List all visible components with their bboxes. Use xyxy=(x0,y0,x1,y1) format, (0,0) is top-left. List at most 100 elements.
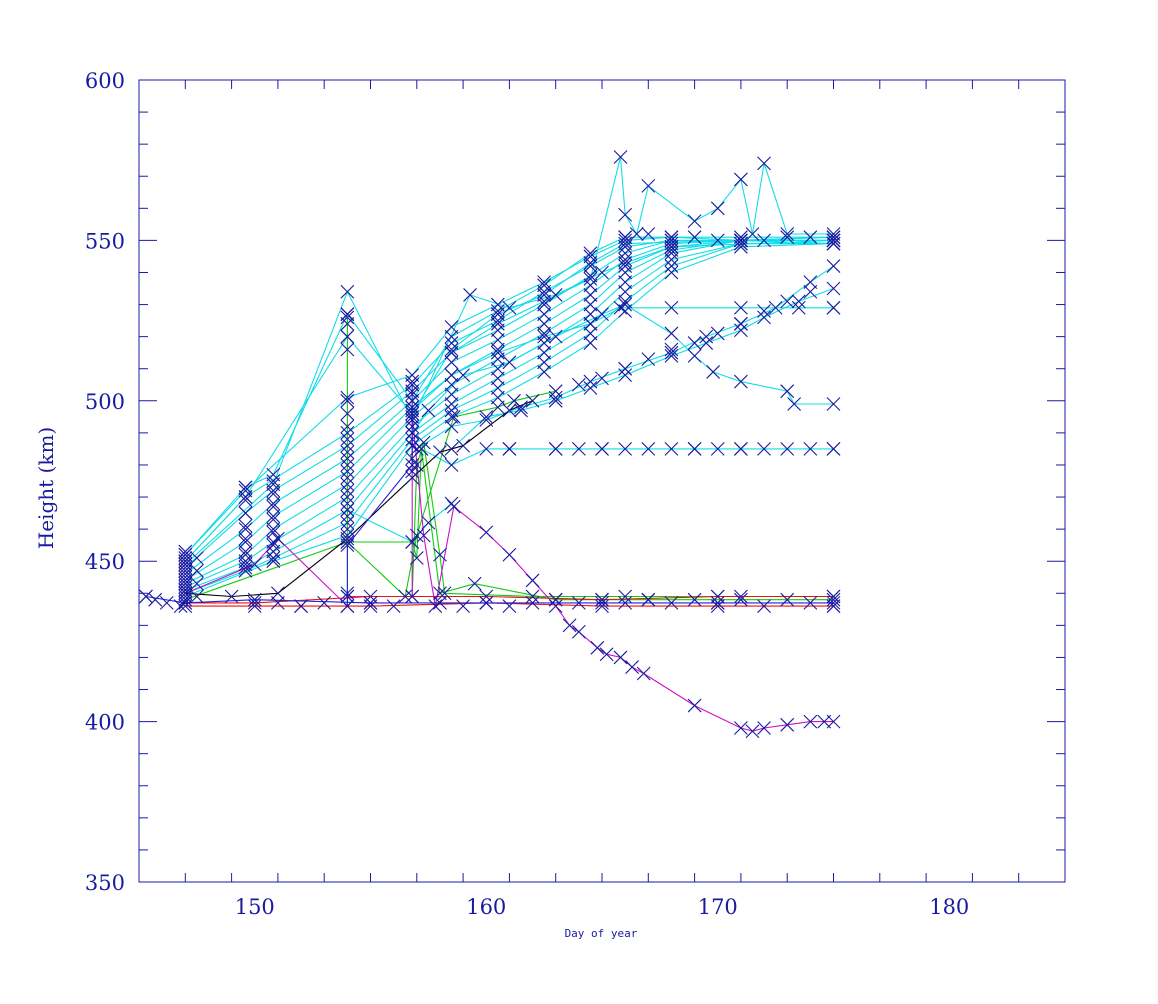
data-point-marker xyxy=(340,496,355,511)
data-point-marker xyxy=(340,419,355,434)
data-point-marker xyxy=(525,596,540,610)
y-tick-label: 350 xyxy=(85,871,125,895)
data-point-marker xyxy=(803,596,818,610)
data-point-marker xyxy=(507,393,521,408)
y-tick-label: 400 xyxy=(85,711,125,735)
data-point-marker xyxy=(178,583,193,597)
data-point-marker xyxy=(490,342,505,357)
data-point-marker xyxy=(734,239,748,254)
data-point-marker xyxy=(490,313,505,328)
data-point-marker xyxy=(178,573,193,588)
data-point-marker xyxy=(178,596,193,610)
data-point-marker xyxy=(340,393,355,408)
data-point-marker xyxy=(583,288,598,302)
series-line-15 xyxy=(411,307,834,411)
data-point-marker xyxy=(502,355,517,370)
data-point-marker xyxy=(618,239,633,254)
data-point-marker xyxy=(699,336,714,350)
data-point-marker xyxy=(687,592,702,607)
data-point-marker xyxy=(826,714,841,729)
data-point-marker xyxy=(618,246,633,261)
data-point-marker xyxy=(159,596,174,610)
data-point-marker xyxy=(548,329,563,344)
data-point-marker xyxy=(266,535,281,549)
data-point-marker xyxy=(178,547,193,562)
data-point-marker xyxy=(734,172,748,187)
data-point-marker xyxy=(178,563,193,578)
data-point-marker xyxy=(803,275,818,289)
data-point-marker xyxy=(768,300,783,315)
data-point-marker xyxy=(826,397,841,411)
data-point-marker xyxy=(629,227,644,241)
data-point-marker xyxy=(618,252,633,267)
data-point-marker xyxy=(618,207,633,222)
series-line-21 xyxy=(185,448,834,601)
data-point-marker xyxy=(238,557,253,572)
data-point-marker xyxy=(247,596,262,610)
data-point-marker xyxy=(595,599,609,614)
data-point-marker xyxy=(734,236,748,251)
series-line-19 xyxy=(416,265,834,450)
data-point-marker xyxy=(571,377,586,392)
data-point-marker xyxy=(363,599,378,614)
data-point-marker xyxy=(340,599,355,614)
data-point-marker xyxy=(595,371,609,386)
y-tick-label: 450 xyxy=(85,550,125,574)
data-point-marker xyxy=(641,178,656,193)
data-point-marker xyxy=(340,316,355,331)
data-point-marker xyxy=(826,230,841,245)
data-point-marker xyxy=(826,227,841,241)
data-point-marker xyxy=(479,596,494,610)
data-point-marker xyxy=(710,442,725,456)
data-point-marker xyxy=(502,403,517,418)
data-point-marker xyxy=(641,592,656,607)
data-point-marker xyxy=(340,284,355,299)
data-point-marker xyxy=(562,618,577,633)
data-point-marker xyxy=(791,300,806,315)
data-point-marker xyxy=(405,368,420,383)
data-point-marker xyxy=(340,458,355,472)
data-point-marker xyxy=(178,570,193,585)
data-point-marker xyxy=(405,393,420,408)
data-point-marker xyxy=(734,374,748,389)
y-axis-label: Height (km) xyxy=(34,427,58,549)
data-point-marker xyxy=(826,281,841,296)
data-point-marker xyxy=(583,278,598,293)
data-point-marker xyxy=(340,589,355,604)
x-tick-label: 160 xyxy=(466,895,506,919)
data-point-marker xyxy=(340,477,355,492)
data-point-marker xyxy=(490,332,505,347)
data-point-marker xyxy=(444,409,459,424)
data-point-marker xyxy=(583,259,598,273)
data-point-marker xyxy=(583,316,598,331)
data-point-marker xyxy=(734,230,748,245)
data-point-marker xyxy=(664,243,679,257)
data-point-marker xyxy=(537,278,552,293)
series-line-12 xyxy=(184,236,834,562)
data-point-marker xyxy=(444,345,459,360)
data-point-marker xyxy=(340,310,355,325)
data-point-marker xyxy=(363,589,378,604)
data-point-marker xyxy=(687,230,702,245)
data-point-marker xyxy=(780,227,795,241)
data-point-marker xyxy=(803,230,818,245)
data-point-marker xyxy=(618,294,633,309)
data-point-marker xyxy=(238,544,253,559)
data-point-marker xyxy=(780,442,795,456)
data-point-marker xyxy=(340,515,355,530)
series-line-18 xyxy=(451,287,834,450)
data-point-marker xyxy=(433,445,447,460)
data-point-marker xyxy=(433,547,447,562)
data-point-marker xyxy=(502,442,517,456)
data-point-marker xyxy=(444,458,459,472)
data-point-marker xyxy=(595,596,609,610)
data-point-marker xyxy=(664,230,679,245)
data-point-marker xyxy=(734,323,748,338)
data-point-marker xyxy=(266,483,281,498)
data-point-marker xyxy=(664,348,679,363)
data-point-marker xyxy=(238,522,253,537)
data-point-marker xyxy=(525,393,540,408)
data-point-marker xyxy=(745,724,760,739)
data-point-marker xyxy=(266,486,281,501)
